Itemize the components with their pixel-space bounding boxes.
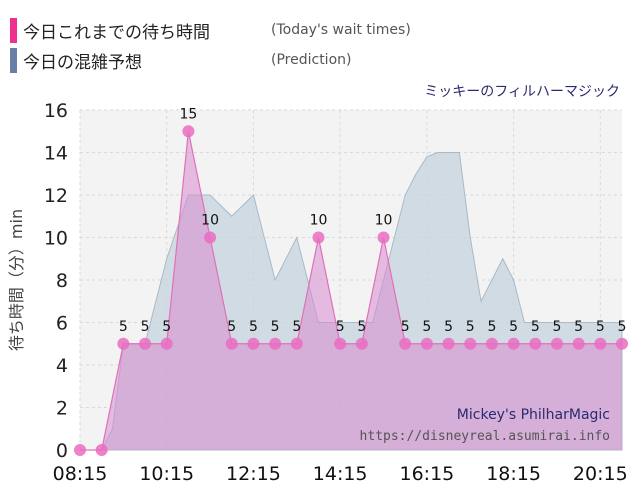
today-point bbox=[204, 231, 217, 244]
data-label: 5 bbox=[618, 319, 627, 335]
data-label: 5 bbox=[357, 319, 366, 335]
today-point bbox=[399, 337, 412, 350]
data-label: 5 bbox=[292, 319, 301, 335]
x-tick-label: 08:15 bbox=[53, 463, 108, 485]
data-label: 5 bbox=[249, 319, 258, 335]
y-axis-label: 待ち時間（分）min bbox=[7, 209, 26, 351]
today-point bbox=[247, 337, 260, 350]
y-tick-label: 2 bbox=[56, 398, 68, 420]
data-label: 5 bbox=[444, 319, 453, 335]
today-point bbox=[139, 337, 152, 350]
today-point bbox=[269, 337, 282, 350]
data-label: 5 bbox=[162, 319, 171, 335]
data-label: 5 bbox=[227, 319, 236, 335]
y-tick-label: 0 bbox=[56, 440, 68, 462]
data-label: 5 bbox=[422, 319, 431, 335]
today-point bbox=[117, 337, 130, 350]
legend-prediction: 今日の混雑予想 (Prediction) bbox=[10, 47, 351, 73]
y-tick-label: 4 bbox=[56, 355, 68, 377]
today-point bbox=[225, 337, 238, 350]
today-point bbox=[355, 337, 368, 350]
data-label: 5 bbox=[552, 319, 561, 335]
today-point bbox=[616, 337, 628, 350]
data-label: 5 bbox=[531, 319, 540, 335]
data-label: 5 bbox=[596, 319, 605, 335]
today-point bbox=[442, 337, 455, 350]
today-point bbox=[74, 444, 86, 456]
today-point bbox=[485, 337, 498, 350]
today-point bbox=[507, 337, 520, 350]
data-label: 5 bbox=[401, 319, 410, 335]
x-tick-label: 12:15 bbox=[226, 463, 281, 485]
today-point bbox=[377, 231, 390, 244]
y-tick-label: 8 bbox=[56, 270, 68, 292]
today-point bbox=[334, 337, 347, 350]
data-label: 5 bbox=[466, 319, 475, 335]
today-point bbox=[464, 337, 477, 350]
source-url: https://disneyreal.asumirai.info bbox=[360, 429, 610, 444]
legend-today: 今日これまでの待ち時間 (Today's wait times) bbox=[10, 17, 411, 43]
x-tick-label: 18:15 bbox=[486, 463, 541, 485]
y-tick-label: 16 bbox=[44, 100, 68, 122]
today-point bbox=[550, 337, 563, 350]
y-tick-label: 12 bbox=[44, 185, 68, 207]
x-tick-label: 10:15 bbox=[139, 463, 194, 485]
today-point bbox=[95, 444, 108, 456]
data-label: 5 bbox=[336, 319, 345, 335]
data-label: 5 bbox=[119, 319, 128, 335]
today-points bbox=[74, 125, 628, 456]
today-point bbox=[529, 337, 542, 350]
data-label: 10 bbox=[375, 213, 393, 229]
legend-today-swatch bbox=[10, 17, 17, 43]
data-label: 5 bbox=[509, 319, 518, 335]
today-point bbox=[420, 337, 433, 350]
x-axis-ticks: 08:15 10:15 12:15 14:15 16:15 18:15 20:15 bbox=[53, 463, 628, 485]
today-point bbox=[182, 125, 195, 138]
y-tick-label: 10 bbox=[44, 228, 68, 250]
x-tick-label: 16:15 bbox=[399, 463, 454, 485]
data-label: 5 bbox=[487, 319, 496, 335]
y-tick-label: 6 bbox=[56, 313, 68, 335]
y-axis-ticks: 0 2 4 6 8 10 12 14 16 bbox=[44, 100, 68, 462]
today-point bbox=[312, 231, 325, 244]
legend-prediction-swatch bbox=[10, 47, 17, 73]
today-point bbox=[594, 337, 607, 350]
today-point bbox=[160, 337, 173, 350]
data-label: 5 bbox=[574, 319, 583, 335]
legend-today-label-en: (Today's wait times) bbox=[271, 22, 411, 38]
today-area bbox=[80, 131, 622, 450]
legend-prediction-label-en: (Prediction) bbox=[271, 52, 352, 68]
today-point bbox=[572, 337, 585, 350]
data-label: 15 bbox=[179, 106, 197, 122]
data-label: 5 bbox=[271, 319, 280, 335]
legend-prediction-label: 今日の混雑予想 bbox=[23, 52, 142, 73]
data-label: 10 bbox=[310, 213, 328, 229]
data-label: 10 bbox=[201, 213, 219, 229]
legend-today-label: 今日これまでの待ち時間 bbox=[23, 22, 210, 43]
attraction-title: ミッキーのフィルハーマジック bbox=[424, 84, 620, 100]
x-tick-label: 14:15 bbox=[313, 463, 368, 485]
data-label: 5 bbox=[141, 319, 150, 335]
attraction-name-en: Mickey's PhilharMagic bbox=[457, 407, 610, 423]
today-point bbox=[290, 337, 303, 350]
y-tick-label: 14 bbox=[44, 143, 68, 165]
x-tick-label: 20:15 bbox=[573, 463, 628, 485]
